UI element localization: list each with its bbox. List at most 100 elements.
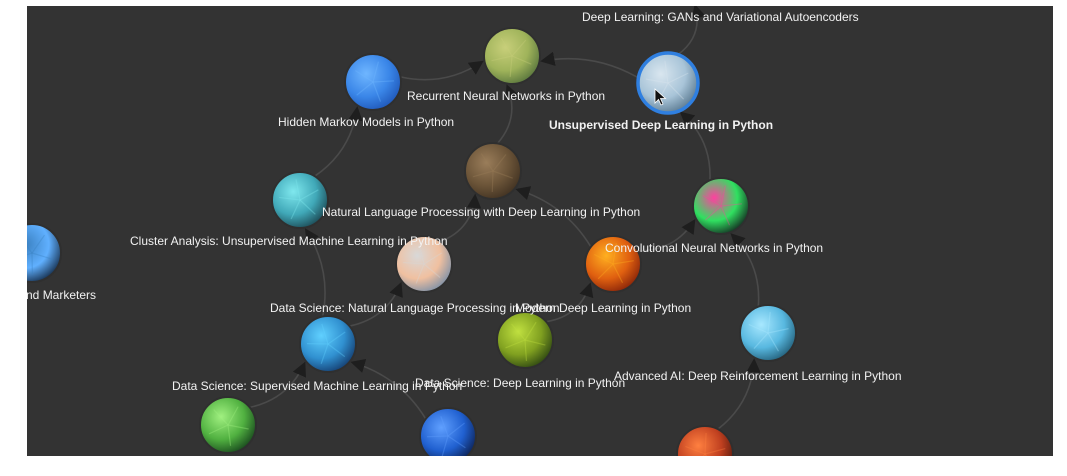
- node-thumbnail[interactable]: [420, 408, 476, 456]
- node-thumbnail[interactable]: [740, 305, 796, 361]
- edge-ds_nlp-to-nlp_dl: [440, 193, 482, 243]
- node-thumbnail[interactable]: [465, 143, 521, 199]
- thumbnail-texture: [208, 424, 229, 435]
- node-ring: [419, 407, 477, 456]
- node-label-gans: Deep Learning: GANs and Variational Auto…: [582, 10, 859, 24]
- thumbnail-texture: [685, 445, 706, 455]
- thumbnail-texture: [299, 199, 316, 215]
- edge-ds_sup-to-cluster: [304, 228, 326, 317]
- edge-modern_dl-to-nlp_dl: [515, 186, 592, 248]
- thumbnail-texture: [321, 323, 329, 345]
- thumbnail-texture: [372, 81, 382, 102]
- thumbnail-texture: [748, 323, 769, 334]
- node-hmm[interactable]: [344, 53, 402, 111]
- thumbnail-texture: [645, 78, 669, 84]
- thumbnail-texture: [492, 170, 513, 179]
- thumbnail-texture: [290, 199, 301, 220]
- thumbnail-texture: [372, 61, 380, 83]
- graph-canvas[interactable]: Deep Learning: GANs and Variational Auto…: [27, 6, 1053, 456]
- node-layer: [27, 27, 797, 456]
- node-ring: [483, 27, 541, 85]
- thumbnail-texture: [418, 243, 425, 265]
- node-thumbnail[interactable]: [677, 426, 733, 456]
- node-ring: [299, 315, 357, 373]
- node-thumbnail[interactable]: [200, 397, 256, 453]
- edge-layer: [249, 6, 761, 430]
- node-marketers[interactable]: [27, 223, 62, 283]
- node-thumbnail[interactable]: [345, 54, 401, 110]
- thumbnail-texture: [667, 82, 685, 100]
- thumbnail-texture: [31, 252, 53, 260]
- thumbnail-texture: [524, 339, 528, 361]
- edge-unsup-to-rnn: [540, 51, 639, 79]
- node-thumbnail[interactable]: [272, 172, 328, 228]
- node-thumbnail[interactable]: [693, 178, 749, 234]
- node-blue_neuron[interactable]: [419, 407, 477, 456]
- thumbnail-texture: [511, 323, 526, 341]
- thumbnail-texture: [31, 234, 45, 254]
- thumbnail-texture: [524, 339, 546, 346]
- thumbnail-texture: [355, 70, 374, 83]
- thumbnail-texture: [227, 424, 249, 430]
- node-ds_sup[interactable]: [299, 315, 357, 373]
- thumbnail-texture: [492, 154, 507, 172]
- node-thumbnail[interactable]: [27, 224, 61, 282]
- node-label-cluster: Cluster Analysis: Unsupervised Machine L…: [130, 234, 448, 248]
- edge-nlp_dl-to-rnn: [496, 84, 519, 144]
- edge-unsup-to-gans: [677, 6, 706, 56]
- node-rnn[interactable]: [483, 27, 541, 85]
- node-ring: [395, 235, 453, 293]
- node-modern_dl[interactable]: [584, 235, 642, 293]
- thumbnail-texture: [491, 170, 494, 193]
- selected-ring: [636, 51, 700, 115]
- thumbnail-texture: [423, 252, 443, 265]
- node-thumbnail[interactable]: [585, 236, 641, 292]
- thumbnail-texture: [27, 252, 33, 256]
- node-thumbnail[interactable]: [484, 28, 540, 84]
- node-ring: [584, 235, 642, 293]
- node-label-cnn: Convolutional Neural Networks in Python: [605, 241, 823, 255]
- node-label-marketers: s and Marketers: [27, 288, 96, 302]
- thumbnail-texture: [480, 153, 494, 172]
- thumbnail-texture: [356, 81, 374, 96]
- node-label-rnn: Recurrent Neural Networks in Python: [407, 89, 605, 103]
- thumbnail-texture: [279, 196, 301, 201]
- node-label-unsup: Unsupervised Deep Learning in Python: [549, 118, 773, 132]
- course-graph[interactable]: Deep Learning: GANs and Variational Auto…: [27, 6, 1053, 456]
- node-thumbnail[interactable]: [638, 53, 698, 113]
- node-adv_ai[interactable]: [739, 304, 797, 362]
- node-thumbnail[interactable]: [300, 316, 356, 372]
- thumbnail-texture: [299, 189, 319, 201]
- node-cnn[interactable]: [692, 177, 750, 235]
- node-orange_node[interactable]: [676, 425, 734, 456]
- edge-adv_ai-to-cnn: [730, 233, 760, 307]
- thumbnail-texture: [372, 80, 395, 83]
- thumbnail-texture: [511, 39, 527, 57]
- thumbnail-texture: [320, 343, 329, 365]
- node-ds_dl[interactable]: [496, 311, 554, 369]
- edge-orange_node-to-adv_ai: [717, 358, 761, 430]
- edge-ds_dl-to-modern_dl: [546, 282, 594, 323]
- node-cluster[interactable]: [271, 171, 329, 229]
- thumbnail-texture: [509, 55, 513, 77]
- thumbnail-texture: [327, 331, 346, 345]
- node-ring: [199, 396, 257, 454]
- edge-blue_neuron-to-ds_sup: [350, 358, 427, 420]
- node-unsup[interactable]: [636, 51, 700, 115]
- thumbnail-texture: [423, 263, 441, 278]
- node-green_code[interactable]: [199, 396, 257, 454]
- node-label-modern_dl: Modern Deep Learning in Python: [515, 301, 691, 315]
- node-thumbnail[interactable]: [396, 236, 452, 292]
- thumbnail-texture: [704, 205, 722, 221]
- node-ds_nlp[interactable]: [395, 235, 453, 293]
- node-nlp_dl[interactable]: [464, 142, 522, 200]
- edge-cnn-to-unsup: [679, 111, 711, 181]
- label-layer: Deep Learning: GANs and Variational Auto…: [27, 10, 902, 393]
- node-label-ds_dl: Data Science: Deep Learning in Python: [415, 376, 625, 390]
- node-thumbnail[interactable]: [497, 312, 553, 368]
- thumbnail-texture: [500, 37, 513, 57]
- edge-ds_sup-to-ds_nlp: [349, 281, 403, 327]
- thumbnail-texture: [447, 422, 465, 437]
- node-ring: [676, 425, 734, 456]
- edge-hmm-to-rnn: [400, 60, 484, 81]
